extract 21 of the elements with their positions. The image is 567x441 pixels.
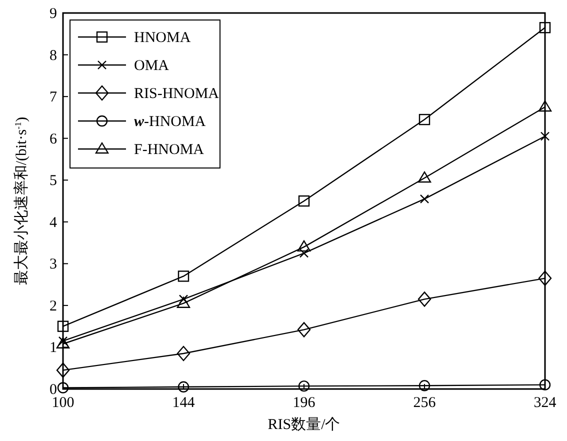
- x-tick-label: 256: [413, 395, 436, 411]
- legend-label: w-HNOMA: [134, 114, 206, 130]
- x-tick-label: 196: [292, 395, 316, 411]
- y-tick-label: 0: [50, 382, 57, 398]
- legend-label: RIS-HNOMA: [134, 86, 220, 102]
- y-tick-label: 4: [50, 214, 58, 231]
- y-tick-label: 2: [50, 298, 57, 314]
- x-tick-label: 100: [52, 395, 74, 411]
- y-tick-label: 3: [50, 256, 57, 273]
- y-tick-label: 7: [50, 90, 58, 106]
- x-axis-title: RIS数量/个: [268, 416, 340, 433]
- legend-label: F-HNOMA: [134, 142, 204, 158]
- y-tick-label: 1: [50, 340, 57, 356]
- x-tick-label: 324: [534, 395, 557, 411]
- x-tick-label: 144: [172, 395, 196, 411]
- y-tick-label: 9: [50, 6, 57, 22]
- y-tick-label: 6: [50, 131, 58, 148]
- y-tick-label: 8: [50, 48, 57, 64]
- y-tick-label: 5: [50, 173, 57, 190]
- legend-label: OMA: [134, 58, 170, 74]
- legend-label: HNOMA: [134, 30, 191, 46]
